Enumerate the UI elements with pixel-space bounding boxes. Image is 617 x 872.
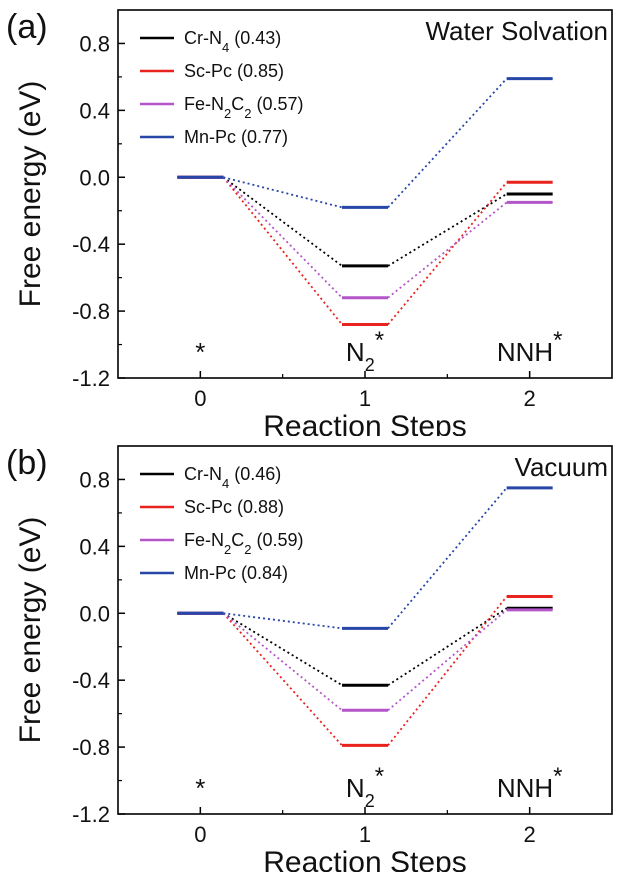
- legend-entry: Sc-Pc (0.85): [184, 61, 284, 81]
- y-tick-label: 0.8: [79, 467, 110, 492]
- condition-label: Vacuum: [515, 452, 608, 482]
- step-label-sub: 2: [365, 355, 375, 375]
- legend-entry-part: C: [231, 94, 244, 114]
- legend-entry-part: Sc-Pc (0.88): [184, 497, 284, 517]
- step-label: N2*: [346, 762, 384, 811]
- step-label-sup: *: [375, 762, 384, 789]
- legend-entry-part: 2: [244, 542, 251, 557]
- y-tick-label: 0.0: [79, 165, 110, 190]
- legend-entry: Cr-N4 (0.46): [184, 464, 281, 491]
- series-connector: [387, 487, 508, 629]
- legend-entry-part: Mn-Pc (0.84): [184, 563, 288, 583]
- x-tick-label: 1: [359, 386, 371, 411]
- chart-panel-a: -1.2 -0.8 -0.4 0.0 0.4 0.8 0 1 2 Reaction Steps Fr…: [6, 8, 613, 436]
- step-label-base: NNH: [497, 337, 553, 367]
- panel-label: (a): [6, 8, 48, 46]
- legend-entry-part: Fe-N: [184, 94, 224, 114]
- series-connector: [223, 612, 343, 630]
- series-connector: [387, 181, 508, 326]
- legend-entry: Fe-N2C2 (0.59): [184, 530, 304, 557]
- step-label-base: *: [195, 337, 205, 367]
- series-connector: [222, 176, 343, 326]
- x-tick-label: 1: [359, 822, 371, 847]
- series-connector: [222, 612, 343, 711]
- y-tick-label: -0.4: [72, 668, 110, 693]
- chart-panel-b: -1.2 -0.8 -0.4 0.0 0.4 0.8 0 1 2 Reaction Steps Fr…: [0, 436, 617, 872]
- step-label: N2*: [346, 326, 384, 375]
- series-connector: [222, 612, 343, 686]
- legend-entry: Sc-Pc (0.88): [184, 497, 284, 517]
- energy-diagram-vacuum: -1.2 -0.8 -0.4 0.0 0.4 0.8 0 1 2 Reaction Steps Fr…: [6, 444, 613, 872]
- legend-entry-part: Sc-Pc (0.85): [184, 61, 284, 81]
- x-axis-label: Reaction Steps: [263, 410, 466, 436]
- step-label-sup: *: [553, 762, 562, 789]
- x-axis-label: Reaction Steps: [263, 846, 466, 872]
- legend-entry-part: 2: [244, 106, 251, 121]
- legend-entry-part: Cr-N: [184, 28, 222, 48]
- x-tick-label: 2: [524, 386, 536, 411]
- step-label: *: [195, 773, 205, 803]
- series-connector: [222, 176, 343, 299]
- x-tick-label: 0: [194, 822, 206, 847]
- y-tick-label: 0.8: [79, 31, 110, 56]
- energy-diagram-water-solvation: -1.2 -0.8 -0.4 0.0 0.4 0.8 0 1 2 Reaction Steps Fr…: [6, 8, 613, 436]
- y-tick-label: -0.8: [72, 735, 110, 760]
- panel-label: (b): [6, 444, 48, 482]
- y-tick-label: -1.2: [72, 802, 110, 827]
- series-connector: [222, 176, 343, 267]
- y-tick-label: -0.4: [72, 232, 110, 257]
- legend-entry-part: (0.59): [251, 530, 303, 550]
- step-label-sup: *: [375, 326, 384, 353]
- step-label-base: N: [346, 337, 365, 367]
- step-label-base: NNH: [497, 773, 553, 803]
- step-label-base: *: [195, 773, 205, 803]
- legend-entry-part: 4: [222, 476, 229, 491]
- legend-entry: Mn-Pc (0.84): [184, 563, 288, 583]
- legend-entry-part: C: [231, 530, 244, 550]
- series-connector: [387, 595, 508, 746]
- y-tick-label: -0.8: [72, 299, 110, 324]
- legend-entry-part: (0.57): [251, 94, 303, 114]
- condition-label: Water Solvation: [425, 16, 608, 46]
- x-tick-label: 2: [524, 822, 536, 847]
- legend-entry-part: (0.46): [229, 464, 281, 484]
- series-connector: [387, 193, 508, 267]
- legend-entry: Mn-Pc (0.77): [184, 127, 288, 147]
- x-tick-label: 0: [194, 386, 206, 411]
- step-label-sup: *: [553, 326, 562, 353]
- y-tick-label: 0.4: [79, 534, 110, 559]
- step-label: NNH*: [497, 326, 563, 367]
- legend-entry: Cr-N4 (0.43): [184, 28, 281, 55]
- y-tick-label: -1.2: [72, 366, 110, 391]
- legend-entry-part: (0.43): [229, 28, 281, 48]
- series-connector: [223, 176, 343, 209]
- legend-entry-part: Fe-N: [184, 530, 224, 550]
- step-label-sub: 2: [365, 791, 375, 811]
- step-label: *: [195, 337, 205, 367]
- legend-entry-part: 4: [222, 40, 229, 55]
- legend-entry-part: Cr-N: [184, 464, 222, 484]
- legend-entry-part: Mn-Pc (0.77): [184, 127, 288, 147]
- y-tick-label: 0.0: [79, 601, 110, 626]
- y-tick-label: 0.4: [79, 98, 110, 123]
- series-connector: [387, 609, 508, 711]
- series-connector: [387, 201, 508, 299]
- series-connector: [222, 612, 343, 747]
- step-label: NNH*: [497, 762, 563, 803]
- series-connector: [387, 607, 508, 686]
- legend-entry-part: 2: [224, 542, 231, 557]
- y-axis-label: Free energy (eV): [14, 517, 47, 744]
- legend-entry: Fe-N2C2 (0.57): [184, 94, 304, 121]
- step-label-base: N: [346, 773, 365, 803]
- legend-entry-part: 2: [224, 106, 231, 121]
- series-connector: [387, 77, 508, 208]
- y-axis-label: Free energy (eV): [14, 81, 47, 308]
